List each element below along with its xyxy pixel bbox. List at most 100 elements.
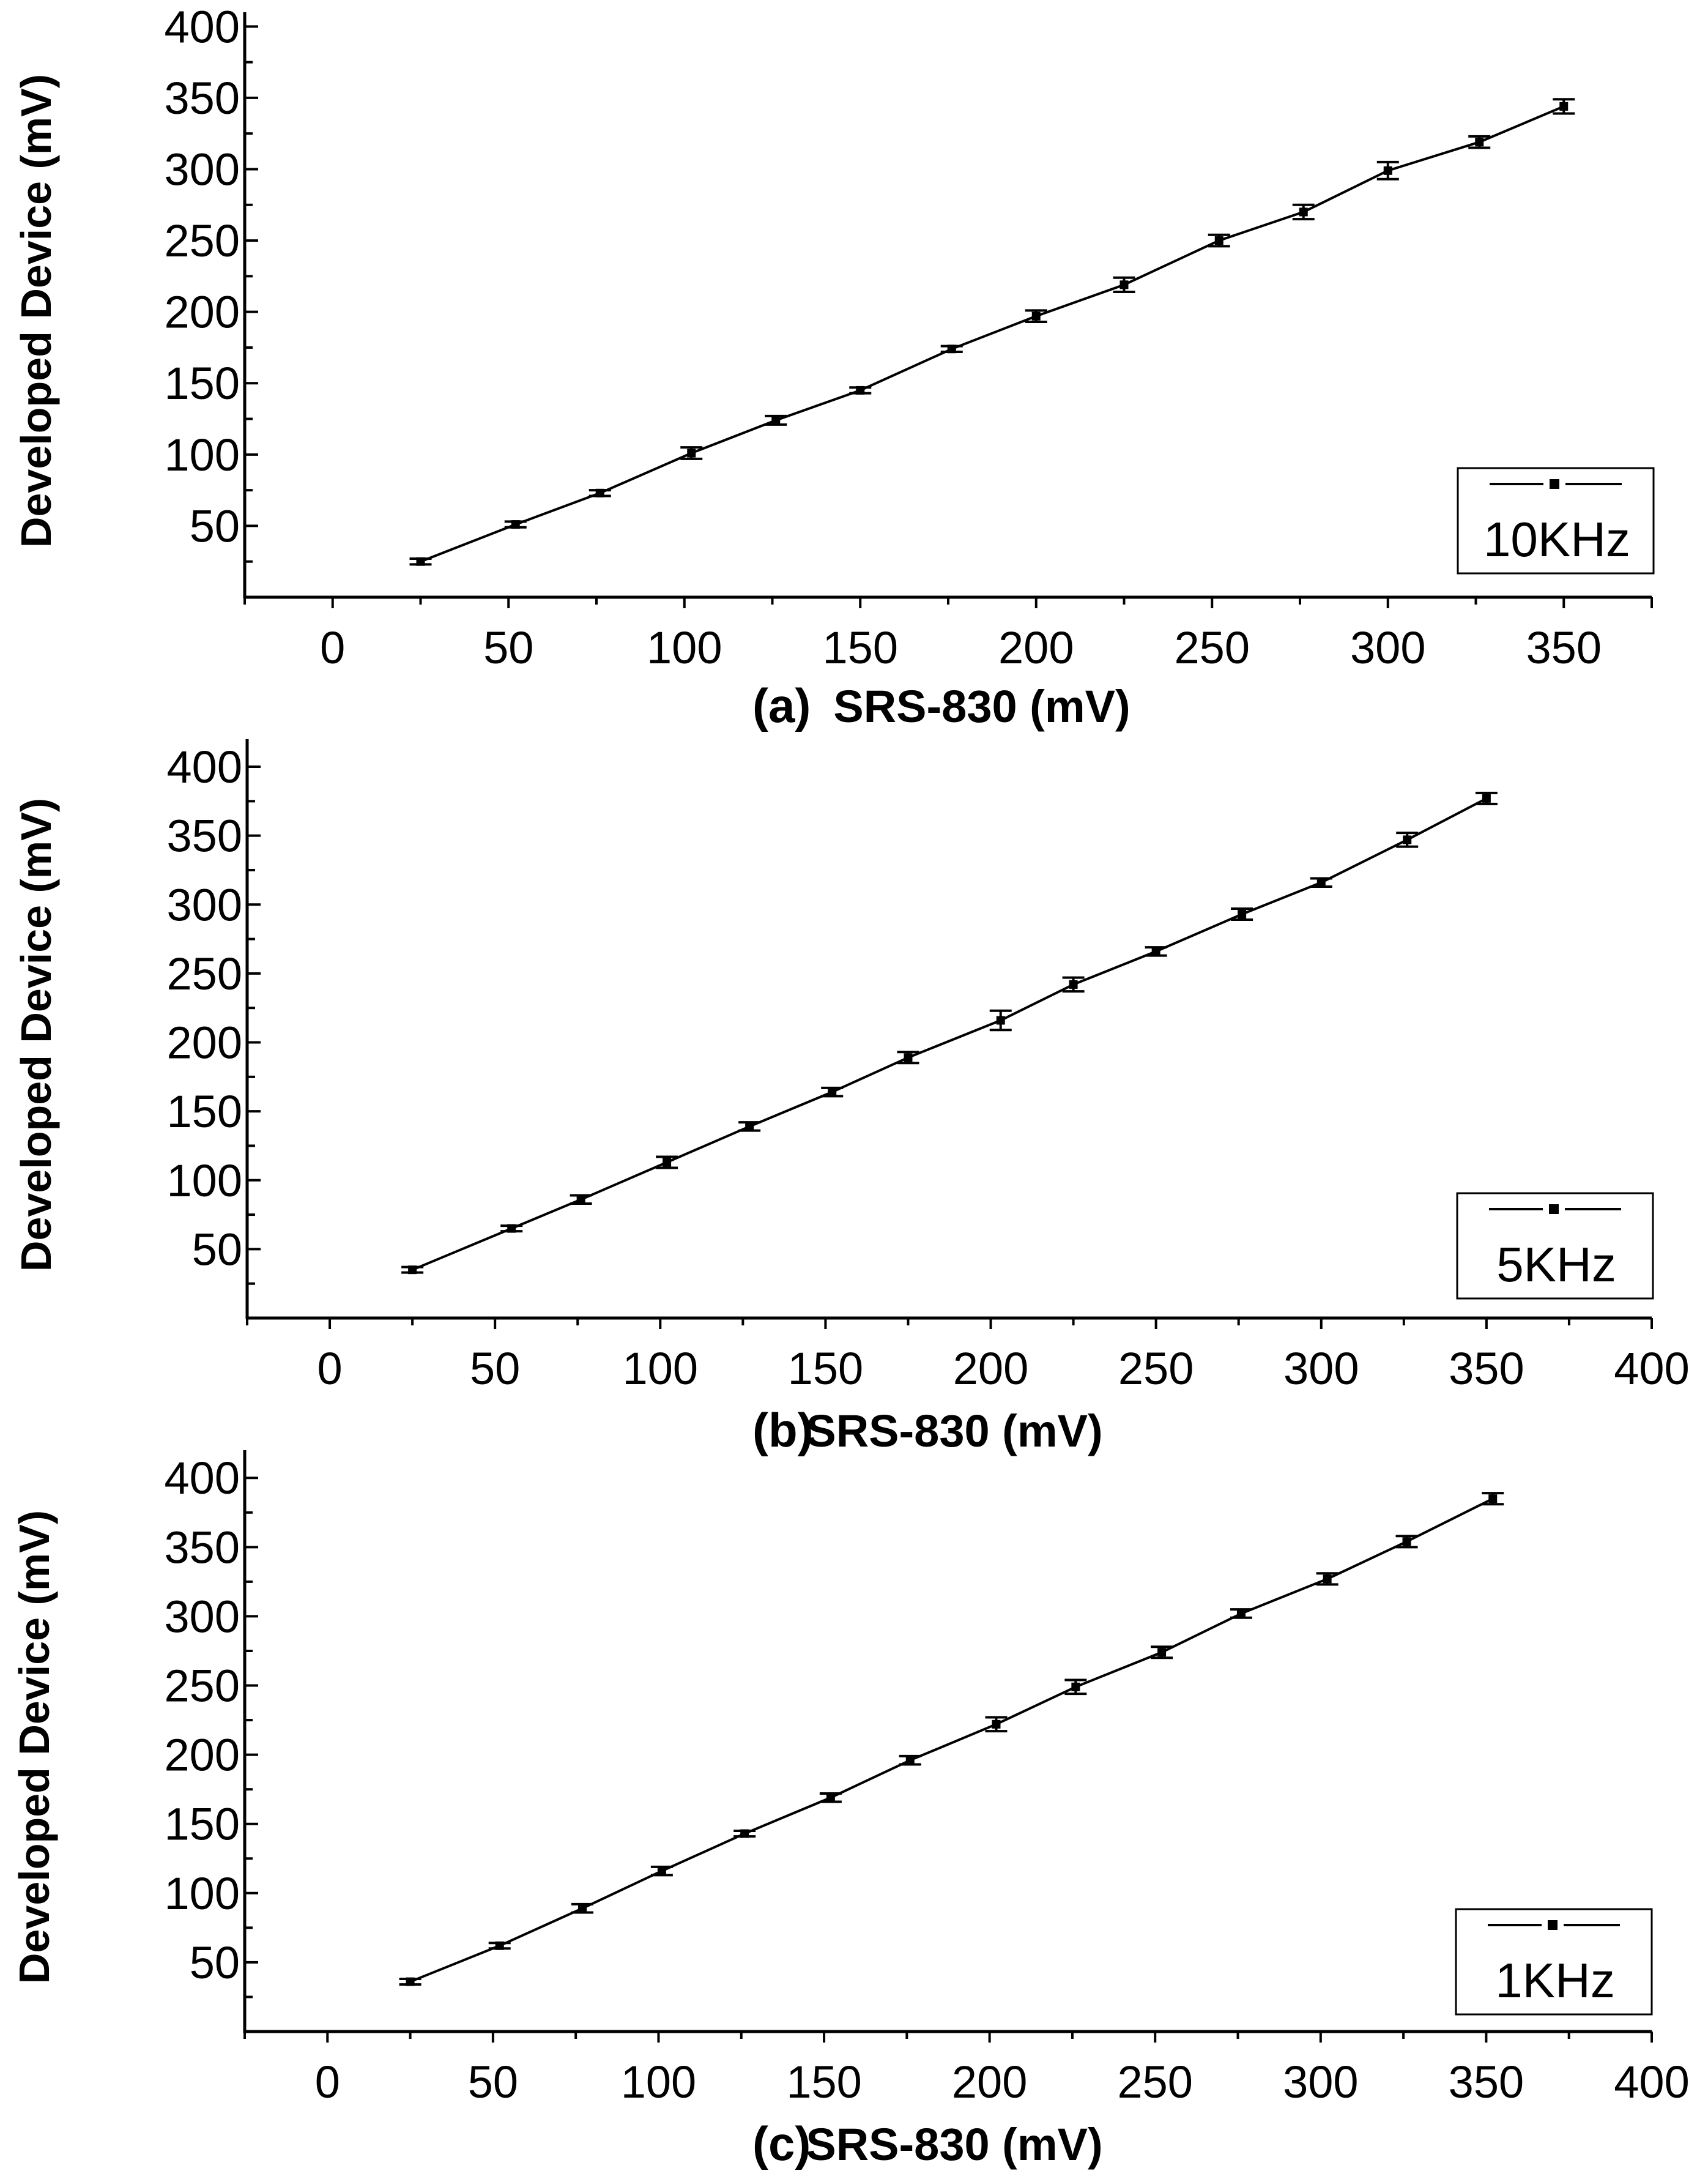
data-point [1323, 1574, 1332, 1584]
data-point [663, 1158, 672, 1167]
data-point [1157, 1648, 1167, 1657]
x-axis-title: SRS-830 (mV) [806, 2119, 1102, 2170]
data-point [1482, 794, 1491, 803]
data-point [416, 557, 425, 566]
y-tick-label: 50 [192, 1224, 242, 1275]
data-point [947, 345, 956, 354]
y-tick-label: 300 [167, 879, 242, 930]
x-tick-label: 300 [1283, 1343, 1359, 1394]
data-point [408, 1265, 417, 1275]
x-tick-label: 200 [952, 2057, 1027, 2107]
x-tick-label: 300 [1283, 2057, 1358, 2107]
legend-label: 10KHz [1483, 512, 1630, 567]
y-tick-label: 250 [165, 215, 240, 266]
y-tick-label: 50 [190, 501, 240, 551]
y-tick-label: 150 [165, 1799, 240, 1850]
x-tick-label: 400 [1614, 1343, 1689, 1394]
y-tick-label: 400 [165, 1, 240, 52]
legend-label: 1KHz [1495, 1953, 1615, 2008]
data-point [1383, 166, 1392, 175]
y-tick-label: 250 [165, 1661, 240, 1712]
legend: 5KHz [1456, 1192, 1654, 1300]
chart-panel-2: 50 100 150 200 250 300 350 400 0 50 100 150 200 250 30… [12, 739, 1690, 1457]
y-axis-title: Developed Device (mV) [12, 74, 60, 548]
x-tick-label: 150 [788, 1343, 863, 1394]
data-point [1316, 878, 1326, 887]
y-tick-label: 350 [165, 73, 240, 124]
data-point [905, 1756, 915, 1765]
legend-marker [1549, 1204, 1559, 1214]
y-tick-label: 400 [167, 742, 242, 792]
series-line [409, 1497, 1494, 1983]
y-tick-label: 100 [167, 1155, 242, 1206]
y-tick-label: 200 [167, 1018, 242, 1068]
data-point [1119, 280, 1129, 289]
data-point [1214, 236, 1223, 245]
x-tick-label: 150 [786, 2057, 861, 2107]
x-tick-label: 400 [1614, 2057, 1689, 2107]
y-tick-label: 150 [165, 358, 240, 409]
data-point [771, 415, 781, 425]
data-point [495, 1941, 504, 1950]
data-point [687, 449, 696, 458]
data-point [578, 1904, 587, 1913]
data-point [740, 1829, 749, 1838]
y-tick-label: 350 [165, 1522, 240, 1573]
y-tick-label: 250 [167, 948, 242, 999]
x-tick-label: 100 [647, 622, 722, 673]
chart-panel-1: 50 100 150 200 250 300 350 400 0 50 100 150 200 250 30… [12, 1, 1655, 732]
data-point [1071, 1682, 1080, 1691]
y-tick-label: 50 [190, 1937, 240, 1988]
y-tick-label: 300 [165, 144, 240, 195]
x-axis-title: SRS-830 (mV) [806, 1406, 1102, 1456]
data-point [1031, 311, 1041, 321]
y-axis-title: Developed Device (mV) [10, 1510, 58, 1984]
y-tick-label: 100 [165, 430, 240, 480]
x-tick-label: 0 [320, 622, 345, 673]
data-point [1488, 1494, 1498, 1503]
y-axis-title: Developed Device (mV) [12, 798, 60, 1272]
data-point [406, 1977, 415, 1986]
x-tick-label: 250 [1118, 2057, 1193, 2107]
data-point [904, 1053, 913, 1062]
legend-marker [1548, 1920, 1558, 1930]
y-tick-label: 200 [165, 1730, 240, 1781]
data-point [826, 1793, 835, 1802]
data-point [1238, 910, 1247, 919]
legend-label: 5KHz [1496, 1237, 1616, 1292]
data-point [1069, 980, 1078, 989]
data-point [996, 1016, 1005, 1025]
data-point [657, 1866, 666, 1875]
data-point [1403, 835, 1412, 844]
panel-tag: (a) [752, 679, 811, 732]
legend: 1KHz [1455, 1908, 1653, 2016]
x-axis-title: SRS-830 (mV) [833, 681, 1130, 732]
data-point [507, 1224, 516, 1233]
x-tick-label: 200 [998, 622, 1074, 673]
x-tick-label: 300 [1350, 622, 1425, 673]
x-tick-label: 50 [468, 2057, 518, 2107]
data-point [1475, 138, 1484, 147]
y-tick-label: 200 [165, 287, 240, 338]
data-point [576, 1195, 585, 1204]
data-point [745, 1122, 754, 1131]
data-point [1151, 947, 1160, 956]
x-tick-label: 250 [1175, 622, 1250, 673]
data-point [1299, 207, 1308, 217]
x-tick-label: 100 [621, 2057, 696, 2107]
x-tick-label: 50 [483, 622, 533, 673]
y-tick-label: 300 [165, 1591, 240, 1642]
panel-tag: (c) [752, 2117, 811, 2170]
data-point [511, 520, 520, 529]
series-line [420, 105, 1565, 563]
data-point [595, 488, 604, 497]
x-tick-label: 50 [470, 1343, 520, 1394]
data-point [828, 1087, 837, 1097]
legend-marker [1550, 479, 1559, 489]
x-tick-label: 350 [1449, 1343, 1524, 1394]
y-tick-label: 350 [167, 811, 242, 862]
data-point [1402, 1537, 1411, 1546]
y-tick-label: 150 [167, 1086, 242, 1137]
x-tick-label: 350 [1449, 2057, 1524, 2107]
x-tick-label: 100 [623, 1343, 698, 1394]
